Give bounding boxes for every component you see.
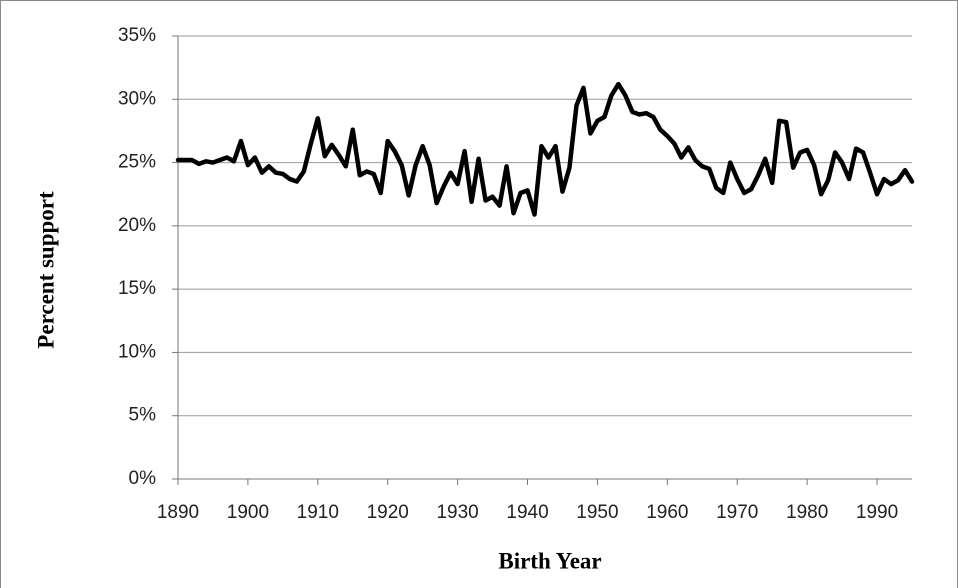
x-axis-title: Birth Year <box>498 548 601 573</box>
y-tick-label: 25% <box>118 152 156 173</box>
y-tick-label: 5% <box>129 405 157 426</box>
x-tick-label: 1930 <box>436 502 478 523</box>
y-tick-label: 15% <box>118 278 156 299</box>
y-tick-label: 20% <box>118 215 156 236</box>
x-tick-label: 1900 <box>227 502 269 523</box>
x-tick-label: 1980 <box>786 502 828 523</box>
y-tick-label: 30% <box>118 88 156 109</box>
x-tick-label: 1890 <box>157 502 199 523</box>
y-axis-title: Percent support <box>33 191 58 349</box>
y-tick-label: 35% <box>118 25 156 46</box>
data-line <box>175 81 915 217</box>
x-tick-label: 1950 <box>576 502 618 523</box>
x-tick-label: 1970 <box>716 502 758 523</box>
x-tick-label: 1910 <box>297 502 339 523</box>
x-tick-label: 1940 <box>506 502 548 523</box>
x-tick-label: 1920 <box>367 502 409 523</box>
y-tick-label: 10% <box>118 341 156 362</box>
y-tick-label: 0% <box>129 468 157 489</box>
x-tick-label: 1990 <box>856 502 898 523</box>
x-tick-label: 1960 <box>646 502 688 523</box>
